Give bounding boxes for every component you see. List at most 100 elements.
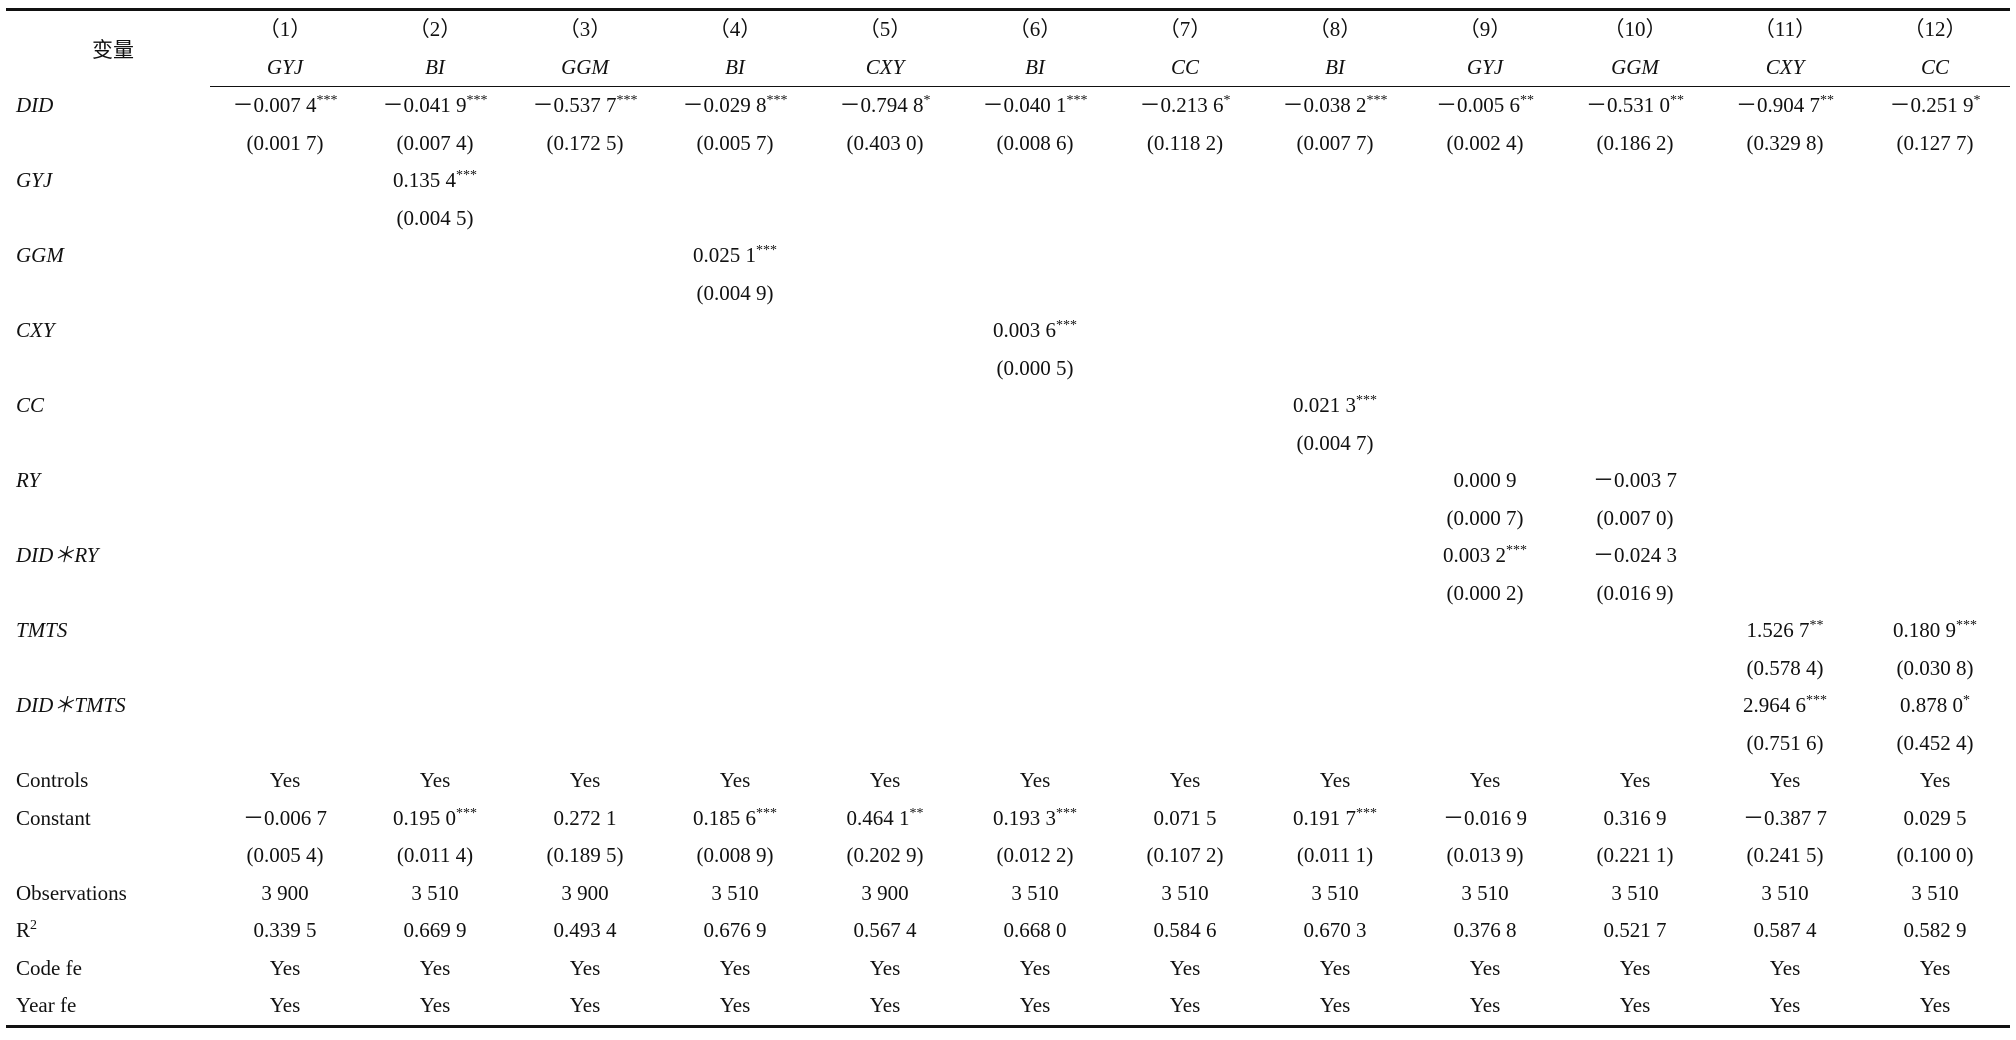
cell-value: Yes — [1619, 955, 1651, 980]
blank — [960, 162, 1110, 200]
row-label: DID＊TMTS — [6, 687, 210, 762]
coefficient: 0.191 7 — [1293, 805, 1356, 830]
row: GGM 0.025 1*** (0.004 9) — [6, 237, 2010, 312]
blank — [810, 387, 960, 425]
cell — [960, 462, 1110, 537]
coefficient-line: 0.180 9*** — [1860, 612, 2010, 650]
blank — [1110, 162, 1260, 200]
coefficient-line: 0.135 4*** — [360, 162, 510, 200]
cell — [810, 237, 960, 312]
coefficient: －0.040 1 — [982, 93, 1067, 117]
cell: －0.007 4*** (0.001 7) — [210, 87, 360, 163]
blank — [1860, 237, 2010, 275]
blank — [1560, 237, 1710, 275]
cell: Yes — [1710, 950, 1860, 988]
dependent-variable: BI — [960, 48, 1110, 87]
standard-error: (0.016 9) — [1596, 580, 1674, 605]
standard-error: (0.007 4) — [396, 130, 474, 155]
row-label-line: Controls — [16, 768, 89, 792]
blank — [1410, 312, 1560, 350]
cell — [210, 312, 360, 387]
standard-error: (0.002 4) — [1446, 130, 1524, 155]
cell: Yes — [510, 987, 660, 1028]
cell — [1110, 387, 1260, 462]
cell — [1860, 162, 2010, 237]
cell: 3 510 — [1560, 875, 1710, 913]
standard-error: (0.000 7) — [1446, 505, 1524, 530]
cell-value: Yes — [1469, 768, 1501, 792]
standard-error: (0.127 7) — [1896, 130, 1974, 155]
coefficient-line: 0.193 3*** — [960, 800, 1110, 838]
cell — [1410, 387, 1560, 462]
standard-error: (0.001 7) — [246, 130, 324, 155]
cell — [210, 537, 360, 612]
cell: Yes — [1410, 950, 1560, 988]
coefficient: 0.272 1 — [553, 805, 617, 830]
significance-stars: *** — [456, 168, 477, 183]
cell-value: Yes — [419, 993, 451, 1017]
cell — [1560, 687, 1710, 762]
row: GYJ 0.135 4*** (0.004 5) — [6, 162, 2010, 237]
blank — [660, 462, 810, 500]
coefficient: －0.794 8 — [839, 93, 924, 117]
blank — [660, 162, 810, 200]
row-label: DID — [6, 87, 210, 163]
cell-value: Yes — [869, 955, 901, 980]
standard-error: (0.241 5) — [1746, 843, 1824, 867]
blank — [960, 237, 1110, 275]
significance-stars: *** — [1056, 318, 1077, 333]
standard-error: (0.008 9) — [696, 843, 774, 867]
coefficient: －0.041 9 — [382, 93, 467, 117]
cell: Yes — [660, 762, 810, 800]
significance-stars: *** — [756, 805, 777, 821]
standard-error: (0.452 4) — [1896, 730, 1974, 755]
column-number: （1） — [210, 8, 360, 49]
standard-error: (0.004 7) — [1296, 430, 1374, 455]
standard-error: (0.012 2) — [996, 843, 1074, 867]
cell-value: 0.584 6 — [1153, 918, 1217, 942]
row-label: DID＊RY — [6, 537, 210, 612]
cell — [1110, 462, 1260, 537]
cell-value: Yes — [719, 768, 751, 792]
blank — [1410, 237, 1560, 275]
blank — [1860, 537, 2010, 575]
cell — [810, 387, 960, 462]
cell — [1710, 387, 1860, 462]
cell-value: Yes — [419, 955, 451, 980]
coefficient-line: －0.251 9* — [1860, 87, 2010, 125]
blank — [1110, 237, 1260, 275]
row-label: Constant — [6, 800, 210, 875]
significance-stars: *** — [456, 805, 477, 821]
cell-value: 3 900 — [561, 880, 609, 905]
cell-value: Yes — [869, 768, 901, 792]
cell: Yes — [810, 762, 960, 800]
cell: －0.904 7** (0.329 8) — [1710, 87, 1860, 163]
cell: －0.794 8* (0.403 0) — [810, 87, 960, 163]
significance-stars: *** — [1956, 618, 1977, 633]
row: Constant －0.006 7 (0.005 4) 0.195 0*** (0.01… — [6, 800, 2010, 875]
cell: 3 510 — [1260, 875, 1410, 913]
cell: 0.272 1 (0.189 5) — [510, 800, 660, 875]
cell: 0.029 5 (0.100 0) — [1860, 800, 2010, 875]
cell — [210, 462, 360, 537]
standard-error: (0.013 9) — [1446, 843, 1524, 867]
cell-value: Yes — [1019, 993, 1051, 1017]
cell-value: Yes — [1169, 993, 1201, 1017]
coefficient-line: －0.904 7** — [1710, 87, 1860, 125]
significance-stars: *** — [616, 93, 638, 108]
blank — [1410, 387, 1560, 425]
standard-error: (0.000 5) — [996, 355, 1074, 380]
cell — [1860, 237, 2010, 312]
blank — [510, 162, 660, 200]
row-label: Year fe — [6, 987, 210, 1028]
coefficient: 0.003 2 — [1443, 543, 1506, 567]
cell: 0.676 9 — [660, 912, 810, 950]
cell: 0.003 6*** (0.000 5) — [960, 312, 1110, 387]
blank — [960, 687, 1110, 725]
coefficient: 0.180 9 — [1893, 618, 1956, 642]
cell: 0.339 5 — [210, 912, 360, 950]
significance-stars: *** — [316, 93, 338, 108]
cell-value: 3 900 — [861, 880, 909, 905]
coefficient-line: －0.213 6* — [1110, 87, 1260, 125]
coefficient-line: 0.021 3*** — [1260, 387, 1410, 425]
